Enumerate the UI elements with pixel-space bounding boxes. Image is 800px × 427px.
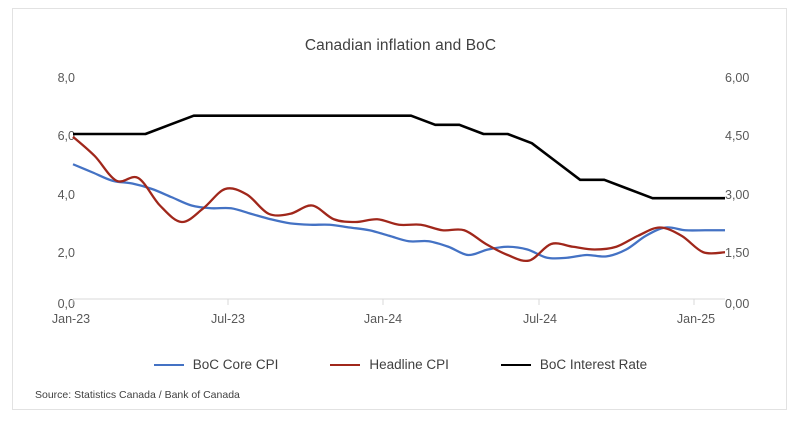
right-axis-tick-3: 3,00 xyxy=(725,188,750,202)
right-axis-tick-6: 6,00 xyxy=(725,71,750,85)
series-line-boc-interest-rate xyxy=(73,114,725,200)
right-axis-tick-0: 0,00 xyxy=(725,297,750,311)
legend-label-boc-core-cpi: BoC Core CPI xyxy=(192,357,279,372)
series-line-headline-cpi xyxy=(72,135,726,263)
left-axis-tick-6: 6,0 xyxy=(57,129,75,143)
left-axis-tick-4: 4,0 xyxy=(57,188,75,202)
source-note: Source: Statistics Canada / Bank of Cana… xyxy=(35,389,240,401)
legend-swatch-blue xyxy=(153,363,184,366)
left-axis-tick-2: 2,0 xyxy=(57,246,75,260)
legend-item-boc-core-cpi[interactable]: BoC Core CPI xyxy=(153,357,279,372)
x-axis-tick-jul-23: Jul-23 xyxy=(210,312,246,326)
legend-label-headline-cpi: Headline CPI xyxy=(369,357,449,372)
legend-item-boc-interest-rate[interactable]: BoC Interest Rate xyxy=(500,357,648,372)
x-axis-tick-jan-24: Jan-24 xyxy=(363,312,403,326)
chart-container: Canadian inflation and BoC 8,0 6,0 4,0 2… xyxy=(12,8,787,410)
legend-swatch-black xyxy=(500,363,531,366)
left-axis-tick-0: 0,0 xyxy=(57,297,75,311)
chart-legend: BoC Core CPI Headline CPI BoC Interest R… xyxy=(13,357,788,372)
series-layer xyxy=(72,114,726,263)
right-axis-tick-4-5: 4,50 xyxy=(725,129,750,143)
x-axis-tick-jan-23: Jan-23 xyxy=(51,312,91,326)
right-axis-tick-1-5: 1,50 xyxy=(725,246,750,260)
chart-title: Canadian inflation and BoC xyxy=(304,37,497,54)
x-axis-tick-jan-25: Jan-25 xyxy=(676,312,716,326)
legend-swatch-red xyxy=(330,363,361,366)
legend-item-headline-cpi[interactable]: Headline CPI xyxy=(330,357,449,372)
plot-area xyxy=(72,114,726,305)
legend-label-boc-interest-rate: BoC Interest Rate xyxy=(539,357,648,372)
left-axis-tick-8: 8,0 xyxy=(57,71,75,85)
x-axis-tick-jul-24: Jul-24 xyxy=(522,312,558,326)
series-line-boc-core-cpi xyxy=(72,163,725,260)
